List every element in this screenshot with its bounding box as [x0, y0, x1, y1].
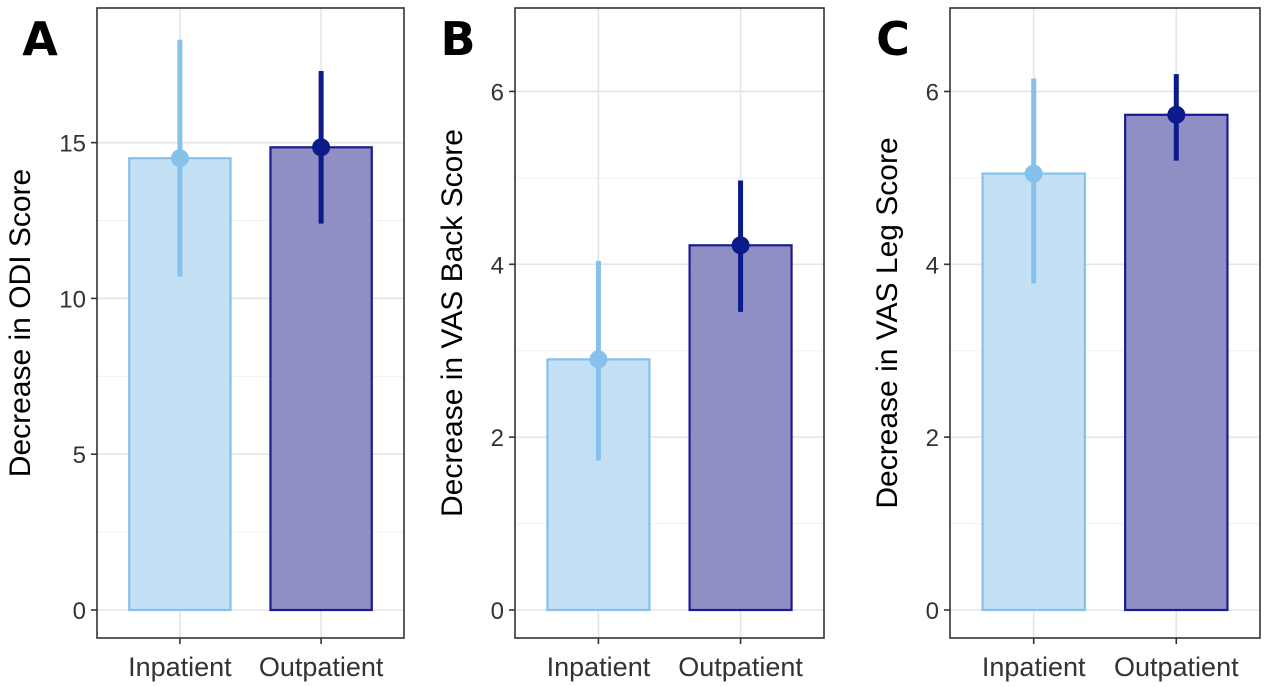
- panel-border-c: [949, 7, 1261, 639]
- y-tick-label-c: 2: [926, 425, 939, 452]
- panel-border-b: [514, 7, 825, 639]
- y-axis-title-a: Decrease in ODI Score: [4, 169, 37, 477]
- x-tick-label-inpatient-b: Inpatient: [547, 652, 651, 682]
- x-tick-label-inpatient-c: Inpatient: [982, 652, 1086, 682]
- y-tick-label-a: 10: [59, 286, 86, 313]
- y-tick-label-b: 2: [491, 425, 504, 452]
- panel-letter-a: A: [22, 12, 58, 66]
- panel-border-a: [96, 7, 405, 639]
- point-inpatient-c: [1024, 164, 1043, 183]
- x-tick-label-outpatient-a: Outpatient: [259, 652, 384, 682]
- y-tick-label-c: 4: [926, 252, 939, 279]
- x-tick-label-inpatient-a: Inpatient: [128, 652, 232, 682]
- panel-letter-b: B: [440, 12, 475, 66]
- y-tick-label-a: 5: [73, 442, 86, 469]
- point-outpatient-b: [731, 236, 750, 255]
- bar-outpatient-c: [1124, 113, 1229, 612]
- y-axis-title-b: Decrease in VAS Back Score: [436, 129, 469, 517]
- panel-letter-c: C: [876, 12, 910, 66]
- point-outpatient-a: [312, 138, 331, 157]
- y-axis-title-c: Decrease in VAS Leg Score: [871, 137, 904, 508]
- y-tick-label-c: 0: [926, 598, 939, 625]
- x-tick-label-outpatient-c: Outpatient: [1114, 652, 1239, 682]
- y-tick-label-a: 0: [73, 598, 86, 625]
- point-inpatient-b: [589, 350, 608, 369]
- point-inpatient-a: [170, 149, 189, 168]
- y-tick-label-a: 15: [59, 131, 86, 158]
- y-tick-label-b: 4: [491, 252, 504, 279]
- y-tick-label-b: 0: [491, 598, 504, 625]
- y-tick-label-b: 6: [491, 79, 504, 106]
- y-tick-label-c: 6: [926, 79, 939, 106]
- x-tick-label-outpatient-b: Outpatient: [678, 652, 803, 682]
- point-outpatient-c: [1167, 105, 1186, 124]
